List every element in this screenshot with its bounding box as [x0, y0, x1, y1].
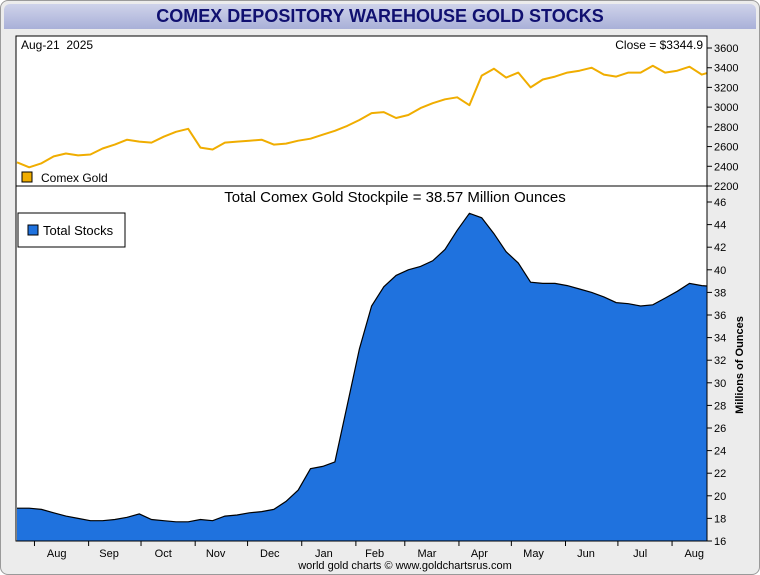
- stocks-y-tick-label: 30: [714, 378, 726, 390]
- stocks-area: [17, 213, 707, 542]
- stocks-y-tick-label: 34: [714, 333, 726, 345]
- date-label: Aug-21 2025: [21, 38, 93, 52]
- chart-title: COMEX DEPOSITORY WAREHOUSE GOLD STOCKS: [4, 4, 756, 29]
- stocks-y-tick-label: 22: [714, 468, 726, 480]
- stocks-y-tick-label: 32: [714, 355, 726, 367]
- close-label: Close = $3344.9: [615, 38, 703, 52]
- gold-y-tick-label: 3400: [714, 63, 738, 75]
- gold-y-tick-label: 3600: [714, 43, 738, 55]
- stocks-y-tick-label: 26: [714, 423, 726, 435]
- x-tick-label: Feb: [365, 548, 384, 560]
- stocks-edge: [17, 212, 708, 523]
- x-tick-label: Jul: [633, 548, 647, 560]
- stocks-y-tick-label: 24: [714, 446, 726, 458]
- x-tick-label: Apr: [471, 548, 488, 560]
- x-tick-label: Nov: [206, 548, 226, 560]
- x-tick-label: Dec: [260, 548, 280, 560]
- x-tick-label: May: [523, 548, 544, 560]
- plot-border: [15, 35, 708, 542]
- stocks-y-tick-label: 46: [714, 197, 726, 209]
- x-axis: Aug Sep Oct Nov Dec Jan Feb Mar Apr May Jun Jul Aug: [33, 541, 704, 560]
- x-tick-label: Jan: [315, 548, 333, 560]
- stocks-y-tick-label: 20: [714, 491, 726, 503]
- footer-credit: world gold charts © www.goldchartsrus.co…: [297, 560, 512, 572]
- gold-y-tick-label: 3000: [714, 102, 738, 114]
- stocks-y-tick-label: 44: [714, 220, 726, 232]
- gold-plot-area: [15, 35, 708, 188]
- x-tick-label: Mar: [418, 548, 437, 560]
- stocks-y-tick-label: 28: [714, 400, 726, 412]
- x-tick-label: Jun: [577, 548, 595, 560]
- gold-y-tick-label: 3200: [714, 82, 738, 94]
- gold-y-tick-label: 2600: [714, 142, 738, 154]
- stocks-legend-swatch: [27, 224, 39, 236]
- gold-y-tick-label: 2400: [714, 161, 738, 173]
- stocks-legend-label: Total Stocks: [43, 223, 114, 238]
- stocks-area-series: [17, 212, 708, 542]
- gold-y-tick-label: 2200: [714, 181, 738, 193]
- gold-legend-label: Comex Gold: [41, 171, 108, 185]
- gold-line-series: [16, 64, 708, 169]
- stocks-y-tick-label: 16: [714, 536, 726, 548]
- stocks-y-tick-label: 42: [714, 242, 726, 254]
- x-tick-label: Aug: [47, 548, 67, 560]
- gold-legend-swatch: [21, 171, 33, 183]
- stocks-y-tick-label: 36: [714, 310, 726, 322]
- x-tick-label: Oct: [155, 548, 172, 560]
- gold-line: [16, 64, 708, 169]
- stocks-y-tick-label: 18: [714, 513, 726, 525]
- gold-y-axis: 2200 2400 2600 2800 3000 3200 3400 3600: [707, 43, 738, 193]
- y-axis-title: Millions of Ounces: [734, 316, 746, 414]
- stocks-y-tick-label: 40: [714, 265, 726, 277]
- x-tick-label: Aug: [684, 548, 704, 560]
- gold-y-tick-label: 2800: [714, 122, 738, 134]
- stocks-y-tick-label: 38: [714, 287, 726, 299]
- stocks-y-axis: 16 18 20 22 24 26 28 30 32 34 36 38 40 42 44 46: [707, 197, 726, 548]
- x-tick-label: Sep: [99, 548, 119, 560]
- stocks-title: Total Comex Gold Stockpile = 38.57 Milli…: [224, 189, 565, 206]
